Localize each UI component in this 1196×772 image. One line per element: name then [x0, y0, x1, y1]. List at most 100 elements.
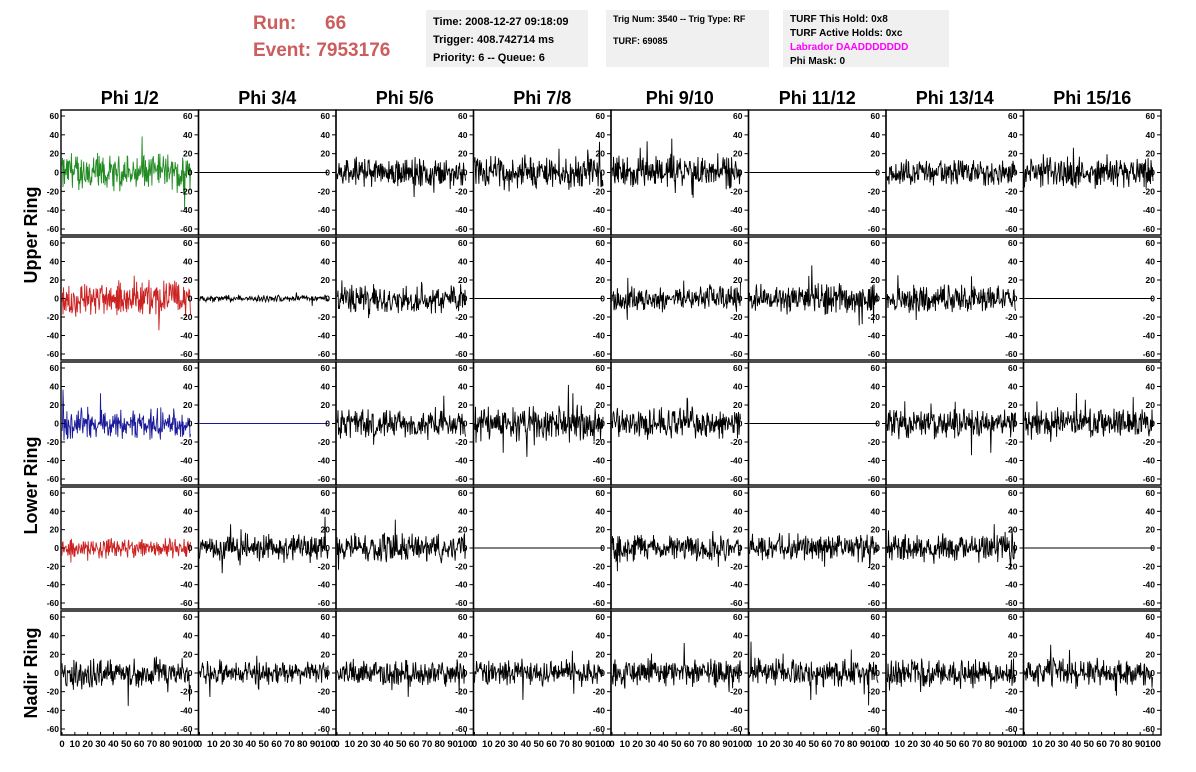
- x-tick-label: 70: [697, 739, 708, 750]
- y-tick-label: -20: [180, 437, 193, 447]
- x-tick-label: 60: [546, 739, 557, 750]
- y-tick-label: 40: [596, 130, 606, 140]
- y-tick-label: -40: [1005, 580, 1018, 590]
- waveform-trace: [1024, 644, 1154, 696]
- y-tick-label: -40: [318, 205, 331, 215]
- y-tick-label: -20: [1143, 312, 1156, 322]
- x-tick-label: 50: [121, 739, 132, 750]
- y-tick-label: 40: [321, 382, 331, 392]
- x-tick-label: 40: [246, 739, 257, 750]
- y-tick-label: -40: [318, 331, 331, 341]
- x-tick-label: 50: [258, 739, 269, 750]
- y-tick-label: 0: [1013, 543, 1018, 553]
- y-tick-label: 0: [188, 294, 193, 304]
- y-tick-label: -40: [1143, 205, 1156, 215]
- y-tick-label: -40: [180, 580, 193, 590]
- y-tick-label: 40: [458, 130, 468, 140]
- x-tick-label: 50: [808, 739, 819, 750]
- waveform-trace: [199, 292, 329, 306]
- y-tick-label: -60: [593, 349, 606, 359]
- y-tick-label: 20: [1146, 649, 1156, 659]
- x-tick-label: 70: [834, 739, 845, 750]
- x-tick-label: 60: [684, 739, 695, 750]
- y-tick-label: 0: [188, 668, 193, 678]
- y-tick-label: -20: [180, 687, 193, 697]
- y-tick-label: 20: [871, 649, 881, 659]
- x-tick-label: 50: [946, 739, 957, 750]
- y-tick-label: 40: [50, 257, 60, 267]
- y-tick-label: 40: [458, 382, 468, 392]
- y-tick-label: -60: [593, 224, 606, 234]
- x-tick-label: 80: [435, 739, 446, 750]
- x-tick-label: 20: [632, 739, 643, 750]
- x-tick-label: 80: [297, 739, 308, 750]
- x-tick-label: 100: [733, 739, 749, 750]
- x-tick-label: 60: [821, 739, 832, 750]
- x-tick-label: 20: [357, 739, 368, 750]
- x-tick-label: 90: [447, 739, 458, 750]
- x-tick-label: 50: [1083, 739, 1094, 750]
- y-tick-label: 20: [1008, 525, 1018, 535]
- hold-line: TURF This Hold: 0x8: [790, 14, 888, 25]
- y-tick-label: -20: [1143, 687, 1156, 697]
- y-tick-label: 60: [871, 111, 881, 121]
- y-tick-label: -20: [868, 561, 881, 571]
- y-tick-label: -20: [318, 687, 331, 697]
- y-tick-label: -60: [1005, 598, 1018, 608]
- x-tick-label: 20: [495, 739, 506, 750]
- y-tick-label: -60: [868, 724, 881, 734]
- y-tick-label: -60: [868, 224, 881, 234]
- x-tick-label: 90: [860, 739, 871, 750]
- y-tick-label: 0: [1150, 168, 1155, 178]
- y-tick-label: 0: [1013, 294, 1018, 304]
- x-tick-label: 90: [585, 739, 596, 750]
- y-tick-label: -60: [47, 349, 60, 359]
- waveform-trace: [886, 524, 1016, 569]
- y-tick-label: 40: [1146, 257, 1156, 267]
- y-tick-label: 40: [871, 382, 881, 392]
- run-value: 66: [325, 13, 347, 34]
- y-tick-label: -40: [1143, 456, 1156, 466]
- y-tick-label: 40: [183, 631, 193, 641]
- y-tick-label: 60: [1008, 612, 1018, 622]
- x-tick-label: 30: [920, 739, 931, 750]
- y-tick-label: -40: [455, 205, 468, 215]
- y-tick-label: -60: [47, 224, 60, 234]
- y-tick-label: 0: [463, 668, 468, 678]
- y-tick-label: 60: [1146, 238, 1156, 248]
- y-tick-label: 60: [596, 363, 606, 373]
- y-tick-label: -20: [1005, 437, 1018, 447]
- x-tick-label: 20: [770, 739, 781, 750]
- x-tick-label: 20: [1045, 739, 1056, 750]
- y-tick-label: -40: [868, 580, 881, 590]
- x-tick-label: 100: [870, 739, 886, 750]
- waveform-trace: [61, 136, 191, 211]
- y-tick-label: -60: [455, 724, 468, 734]
- y-tick-label: 0: [875, 668, 880, 678]
- y-tick-label: 20: [183, 400, 193, 410]
- x-tick-label: 70: [972, 739, 983, 750]
- waveform-trace: [1024, 393, 1154, 442]
- y-tick-label: 20: [1146, 400, 1156, 410]
- y-tick-label: -60: [47, 724, 60, 734]
- y-tick-label: 60: [1008, 238, 1018, 248]
- y-tick-label: 20: [1008, 649, 1018, 659]
- x-tick-label: 40: [933, 739, 944, 750]
- y-tick-label: 0: [188, 168, 193, 178]
- y-tick-label: 0: [1150, 668, 1155, 678]
- y-tick-label: -20: [868, 437, 881, 447]
- y-tick-label: 60: [1146, 612, 1156, 622]
- y-tick-label: 60: [321, 363, 331, 373]
- y-tick-label: -40: [455, 331, 468, 341]
- y-tick-label: -60: [593, 598, 606, 608]
- y-tick-label: 60: [458, 363, 468, 373]
- y-tick-label: 0: [54, 419, 59, 429]
- y-tick-label: -40: [47, 205, 60, 215]
- y-tick-label: -20: [455, 687, 468, 697]
- y-tick-label: 60: [596, 488, 606, 498]
- y-tick-label: 40: [596, 382, 606, 392]
- y-tick-label: 40: [1146, 130, 1156, 140]
- y-tick-label: -20: [730, 312, 743, 322]
- y-tick-label: -40: [1143, 331, 1156, 341]
- y-tick-label: 20: [1008, 275, 1018, 285]
